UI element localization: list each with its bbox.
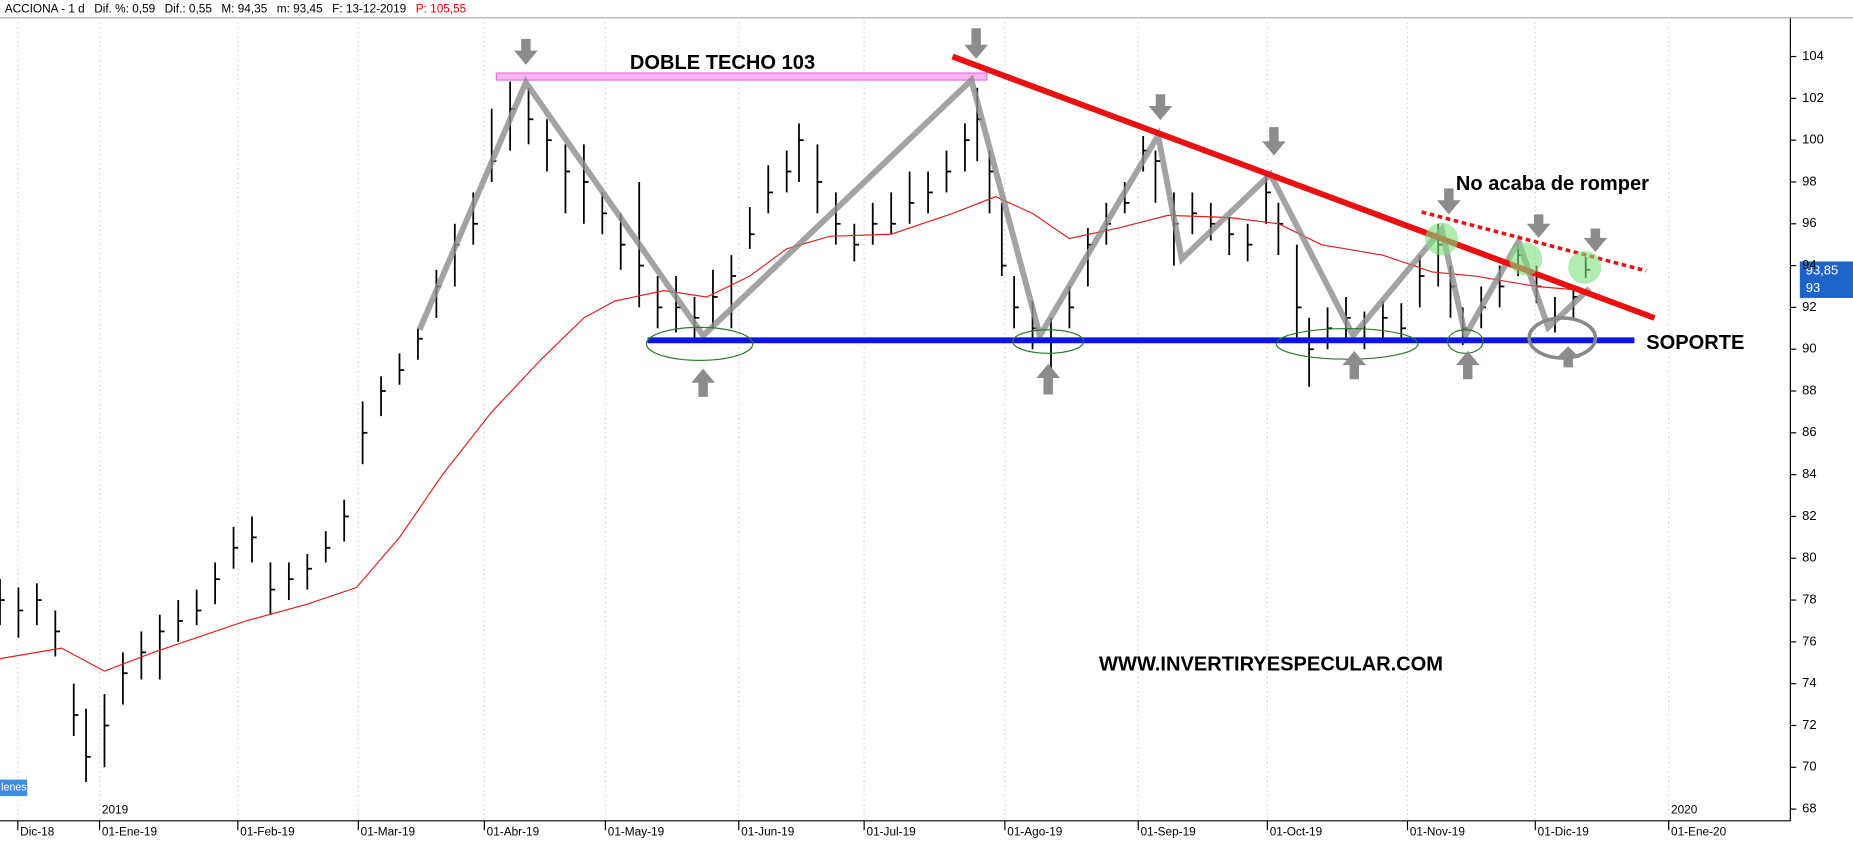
down-arrows [514, 28, 1608, 253]
double-top-band [495, 72, 988, 81]
resistance-line [951, 53, 1656, 321]
x-tick-label: 01-Abr-19 [487, 826, 539, 839]
year-label: 2020 [1671, 803, 1698, 816]
y-tick-label: 90 [1802, 341, 1816, 356]
up-arrows [691, 346, 1581, 397]
x-tick-label: 01-May-19 [608, 826, 664, 839]
moving-average [0, 196, 1586, 672]
y-tick-label: 104 [1802, 48, 1824, 63]
annotation: WWW.INVERTIRYESPECULAR.COM [1099, 654, 1443, 676]
header-item: P: 105,55 [416, 3, 467, 16]
x-tick-label: 01-Sep-19 [1141, 826, 1196, 839]
header-item: M: 94,35 [221, 3, 267, 16]
x-tick-label: 01-Ago-19 [1007, 826, 1062, 839]
y-tick-label: 70 [1802, 759, 1816, 774]
annotation: DOBLE TECHO 103 [630, 52, 815, 74]
y-tick-label: 84 [1802, 466, 1816, 481]
x-tick-label: 01-Jun-19 [741, 826, 794, 839]
y-tick-label: 102 [1802, 90, 1824, 105]
x-tick-label: 01-Ene-20 [1671, 826, 1727, 839]
annotation: No acaba de romper [1456, 173, 1649, 195]
y-tick-label: 88 [1802, 382, 1816, 397]
price-label: 93 [1806, 280, 1820, 295]
annotation: SOPORTE [1646, 332, 1744, 354]
header-item: m: 93,45 [277, 3, 323, 16]
price-label-box [1799, 261, 1853, 298]
support-ellipses [645, 326, 1484, 361]
y-tick-label: 86 [1802, 424, 1816, 439]
y-tick-label: 92 [1802, 299, 1816, 314]
header-item: Dif. %: 0,59 [94, 3, 155, 16]
y-tick-label: 68 [1802, 801, 1816, 816]
x-tick-label: 01-Jul-19 [867, 826, 916, 839]
dotted-line [1421, 210, 1647, 273]
corner-box [0, 779, 28, 797]
x-tick-label: 01-Feb-19 [240, 826, 294, 839]
header-item: ACCIONA - 1 d [5, 3, 85, 16]
y-tick-label: 94 [1802, 257, 1816, 272]
y-tick-label: 82 [1802, 508, 1816, 523]
grid [17, 17, 1670, 821]
y-tick-label: 74 [1802, 675, 1816, 690]
year-label: 2019 [102, 803, 128, 816]
y-tick-label: 78 [1802, 591, 1816, 606]
green-circles [1425, 222, 1602, 284]
price-label: 93,85 [1806, 262, 1839, 277]
x-tick-label: 01-Dic-19 [1538, 826, 1589, 839]
drawings [0, 28, 1853, 797]
y-tick-label: 76 [1802, 633, 1816, 648]
y-tick-label: 96 [1802, 215, 1816, 230]
header-item: Dif.: 0,55 [165, 3, 213, 16]
x-tick-label: 01-Mar-19 [361, 826, 415, 839]
x-tick-label: 01-Ene-19 [102, 826, 157, 839]
y-tick-label: 72 [1802, 717, 1816, 732]
x-tick-label: 01-Nov-19 [1410, 826, 1465, 839]
y-tick-label: 98 [1802, 173, 1816, 188]
y-tick-label: 100 [1802, 132, 1824, 147]
header-item: F: 13-12-2019 [332, 3, 406, 16]
x-tick-label: Dic-18 [20, 826, 55, 839]
x-tick-label: 01-Oct-19 [1270, 826, 1322, 839]
corner-label: lenes [1, 782, 26, 794]
y-tick-label: 80 [1802, 550, 1816, 565]
